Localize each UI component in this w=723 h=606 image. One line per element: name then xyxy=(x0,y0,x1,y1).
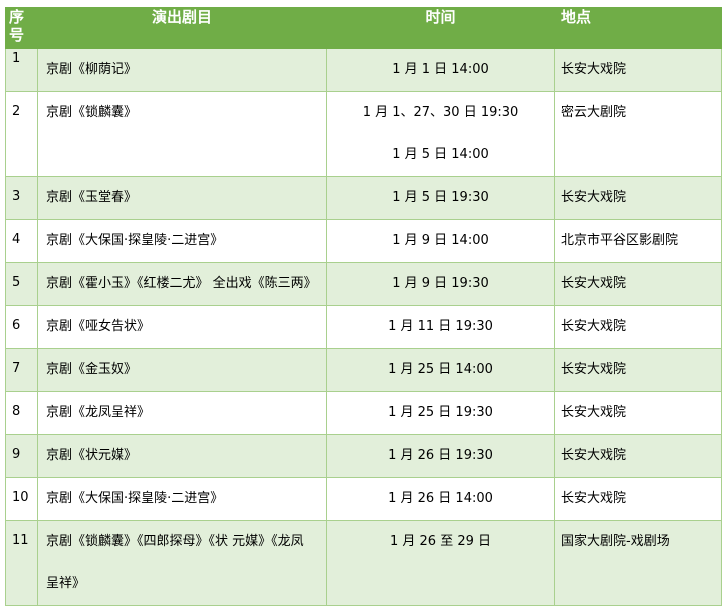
cell-index: 11 xyxy=(5,520,38,606)
time-line: 1 月 5 日 14:00 xyxy=(392,147,489,162)
cell-index: 2 xyxy=(5,91,38,177)
cell-venue: 长安大戏院 xyxy=(554,305,722,349)
time-line: 1 月 1、27、30 日 19:30 xyxy=(362,105,519,120)
cell-index: 3 xyxy=(5,176,38,220)
cell-time: 1 月 1 日 14:00 xyxy=(326,48,555,92)
cell-title: 京剧《金玉奴》 xyxy=(37,348,327,392)
cell-index: 5 xyxy=(5,262,38,306)
title-line: 京剧《大保国·探皇陵·二进宫》 xyxy=(46,233,224,248)
cell-title: 京剧《霍小玉》《红楼二尤》 全出戏《陈三两》 xyxy=(37,262,327,306)
cell-index: 9 xyxy=(5,434,38,478)
cell-title: 京剧《大保国·探皇陵·二进宫》 xyxy=(37,219,327,263)
cell-title: 京剧《柳荫记》 xyxy=(37,48,327,92)
header-venue: 地点 xyxy=(554,7,722,49)
cell-time: 1 月 25 日 19:30 xyxy=(326,391,555,435)
cell-title: 京剧《锁麟囊》 xyxy=(37,91,327,177)
table-row: 3 京剧《玉堂春》 1 月 5 日 19:30 长安大戏院 xyxy=(5,176,722,220)
cell-venue: 密云大剧院 xyxy=(554,91,722,177)
cell-time: 1 月 26 至 29 日 xyxy=(326,520,555,606)
title-line: 京剧《哑女告状》 xyxy=(46,319,151,334)
cell-title: 京剧《锁麟囊》《四郎探母》《状 元媒》《龙凤 呈祥》 xyxy=(37,520,327,606)
time-line: 1 月 5 日 19:30 xyxy=(392,190,489,205)
table-row: 11 京剧《锁麟囊》《四郎探母》《状 元媒》《龙凤 呈祥》 1 月 26 至 29 日… xyxy=(5,520,722,606)
title-line: 京剧《霍小玉》《红楼二尤》 全出戏《陈三两》 xyxy=(46,276,317,291)
time-line: 1 月 11 日 19:30 xyxy=(388,319,493,334)
table-row: 9 京剧《状元媒》 1 月 26 日 19:30 长安大戏院 xyxy=(5,434,722,478)
header-title: 演出剧目 xyxy=(37,7,327,49)
header-index: 序号 xyxy=(5,7,38,49)
cell-index: 4 xyxy=(5,219,38,263)
cell-time: 1 月 9 日 14:00 xyxy=(326,219,555,263)
table-row: 1 京剧《柳荫记》 1 月 1 日 14:00 长安大戏院 xyxy=(5,48,722,92)
cell-title: 京剧《哑女告状》 xyxy=(37,305,327,349)
cell-index: 10 xyxy=(5,477,38,521)
cell-venue: 北京市平谷区影剧院 xyxy=(554,219,722,263)
table-row: 5 京剧《霍小玉》《红楼二尤》 全出戏《陈三两》 1 月 9 日 19:30 长安大戏… xyxy=(5,262,722,306)
table-row: 2 京剧《锁麟囊》 1 月 1、27、30 日 19:30 1 月 5 日 14:00… xyxy=(5,91,722,177)
cell-time: 1 月 11 日 19:30 xyxy=(326,305,555,349)
title-line: 京剧《大保国·探皇陵·二进宫》 xyxy=(46,491,224,506)
cell-index: 6 xyxy=(5,305,38,349)
table-row: 8 京剧《龙凤呈祥》 1 月 25 日 19:30 长安大戏院 xyxy=(5,391,722,435)
table-row: 4 京剧《大保国·探皇陵·二进宫》 1 月 9 日 14:00 北京市平谷区影剧院 xyxy=(5,219,722,263)
title-line: 京剧《锁麟囊》《四郎探母》《状 元媒》《龙凤 xyxy=(46,534,304,549)
table-row: 7 京剧《金玉奴》 1 月 25 日 14:00 长安大戏院 xyxy=(5,348,722,392)
cell-time: 1 月 5 日 19:30 xyxy=(326,176,555,220)
cell-time: 1 月 26 日 19:30 xyxy=(326,434,555,478)
title-line: 京剧《龙凤呈祥》 xyxy=(46,405,151,420)
cell-venue: 长安大戏院 xyxy=(554,391,722,435)
table-row: 10 京剧《大保国·探皇陵·二进宫》 1 月 26 日 14:00 长安大戏院 xyxy=(5,477,722,521)
cell-index: 8 xyxy=(5,391,38,435)
cell-venue: 长安大戏院 xyxy=(554,176,722,220)
cell-index: 1 xyxy=(5,48,38,92)
table-row: 6 京剧《哑女告状》 1 月 11 日 19:30 长安大戏院 xyxy=(5,305,722,349)
title-line: 京剧《柳荫记》 xyxy=(46,62,138,77)
cell-time: 1 月 25 日 14:00 xyxy=(326,348,555,392)
title-line: 京剧《金玉奴》 xyxy=(46,362,138,377)
time-line: 1 月 26 至 29 日 xyxy=(389,534,492,549)
title-line: 呈祥》 xyxy=(46,576,86,591)
time-line: 1 月 9 日 19:30 xyxy=(392,276,489,291)
title-line: 京剧《状元媒》 xyxy=(46,448,138,463)
title-line: 京剧《锁麟囊》 xyxy=(46,105,138,120)
cell-time: 1 月 26 日 14:00 xyxy=(326,477,555,521)
cell-time: 1 月 9 日 19:30 xyxy=(326,262,555,306)
cell-venue: 长安大戏院 xyxy=(554,262,722,306)
cell-title: 京剧《玉堂春》 xyxy=(37,176,327,220)
time-line: 1 月 9 日 14:00 xyxy=(392,233,489,248)
cell-title: 京剧《龙凤呈祥》 xyxy=(37,391,327,435)
time-line: 1 月 25 日 19:30 xyxy=(388,405,493,420)
cell-venue: 长安大戏院 xyxy=(554,48,722,92)
time-line: 1 月 26 日 14:00 xyxy=(388,491,493,506)
time-line: 1 月 26 日 19:30 xyxy=(388,448,493,463)
header-time: 时间 xyxy=(326,7,555,49)
time-line: 1 月 25 日 14:00 xyxy=(388,362,493,377)
title-line: 京剧《玉堂春》 xyxy=(46,190,138,205)
cell-index: 7 xyxy=(5,348,38,392)
cell-venue: 国家大剧院-戏剧场 xyxy=(554,520,722,606)
cell-time: 1 月 1、27、30 日 19:30 1 月 5 日 14:00 xyxy=(326,91,555,177)
cell-venue: 长安大戏院 xyxy=(554,348,722,392)
cell-venue: 长安大戏院 xyxy=(554,477,722,521)
performance-schedule-table: 序号 演出剧目 时间 地点 1 京剧《柳荫记》 1 月 1 日 14:00 长安大戏院… xyxy=(5,7,722,606)
cell-title: 京剧《状元媒》 xyxy=(37,434,327,478)
cell-venue: 长安大戏院 xyxy=(554,434,722,478)
time-line: 1 月 1 日 14:00 xyxy=(392,62,489,77)
cell-title: 京剧《大保国·探皇陵·二进宫》 xyxy=(37,477,327,521)
header-row: 序号 演出剧目 时间 地点 xyxy=(5,7,722,49)
